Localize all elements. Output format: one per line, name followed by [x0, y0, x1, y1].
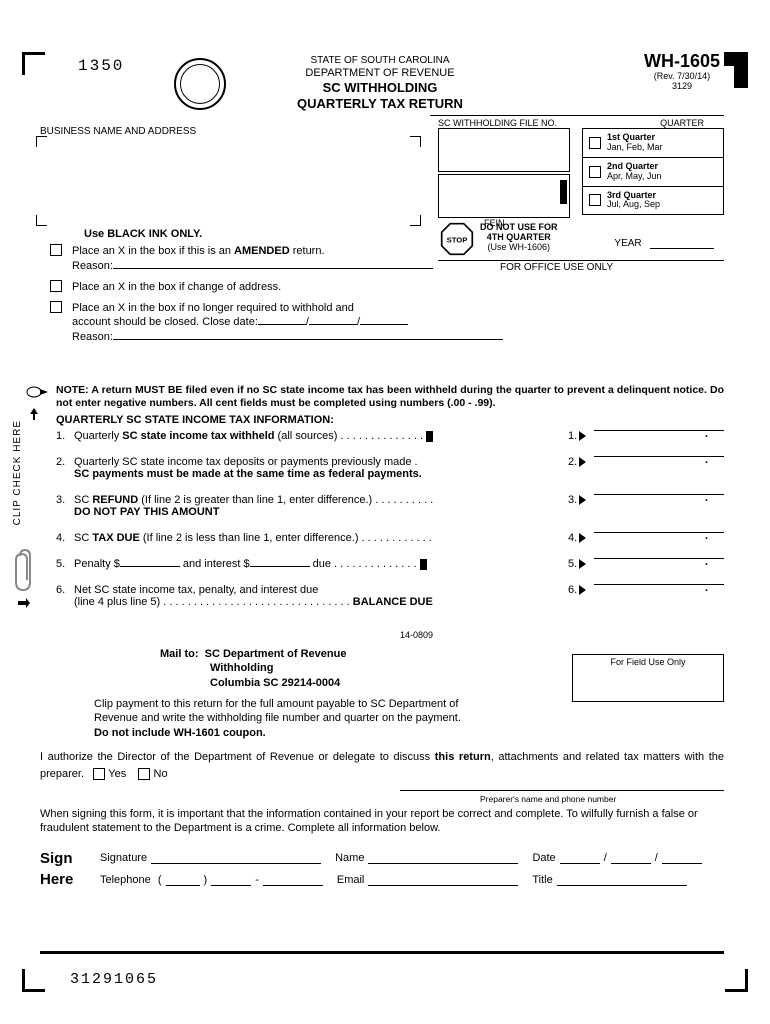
- business-name-label: BUSINESS NAME AND ADDRESS: [40, 126, 196, 137]
- fileno-field[interactable]: [438, 128, 570, 172]
- line-4: 4. SC TAX DUE (If line 2 is less than li…: [56, 532, 724, 544]
- form-title-2: QUARTERLY TAX RETURN: [220, 96, 540, 112]
- mark: [560, 180, 567, 204]
- mail-to-block: Mail to: SC Department of Revenue Withho…: [160, 647, 346, 690]
- title-input[interactable]: [557, 885, 687, 886]
- bottom-divider: [40, 951, 724, 954]
- line-1-amount[interactable]: .: [594, 430, 724, 431]
- line-6: 6. Net SC state income tax, penalty, and…: [56, 584, 724, 608]
- crop-mark: [22, 52, 45, 75]
- section-title: QUARTERLY SC STATE INCOME TAX INFORMATIO…: [56, 414, 334, 426]
- form-header: STATE OF SOUTH CAROLINA DEPARTMENT OF RE…: [220, 55, 540, 111]
- fein-field[interactable]: [438, 174, 570, 218]
- form-page: 1350 STATE OF SOUTH CAROLINA DEPARTMENT …: [0, 0, 770, 1024]
- checkbox[interactable]: [589, 166, 601, 178]
- address-corner: [36, 215, 47, 226]
- black-ink-note: Use BLACK INK ONLY.: [84, 228, 724, 240]
- line-5-amount[interactable]: .: [594, 558, 724, 559]
- clip-check-label: CLIP CHECK HERE: [12, 420, 23, 525]
- address-corner: [410, 215, 421, 226]
- reason-input[interactable]: [113, 268, 433, 269]
- arrow-icon: [30, 408, 38, 423]
- yes-checkbox[interactable]: [93, 768, 105, 780]
- line-1: 1. Quarterly SC state income tax withhel…: [56, 430, 724, 442]
- form-title-1: SC WITHHOLDING: [220, 80, 540, 96]
- address-change-checkbox[interactable]: [50, 280, 62, 292]
- line-4-amount[interactable]: .: [594, 532, 724, 533]
- divider: [430, 115, 724, 116]
- signature-grid: Signature Name Date// Telephone ()- Emai…: [100, 852, 724, 896]
- form-small-code: 14-0809: [400, 630, 433, 640]
- instructions-block: Use BLACK INK ONLY. Place an X in the bo…: [50, 228, 724, 351]
- checkbox[interactable]: [589, 194, 601, 206]
- authorization-text: I authorize the Director of the Departme…: [40, 749, 724, 782]
- quarter-option-2[interactable]: 2nd QuarterApr, May, Jun: [583, 158, 723, 187]
- form-code: 3129: [644, 82, 720, 92]
- address-change-text: Place an X in the box if change of addre…: [72, 280, 281, 295]
- form-number: WH-1605: [644, 52, 720, 72]
- address-corner: [410, 136, 421, 147]
- crop-mark: [22, 969, 45, 992]
- field-use-box: For Field Use Only: [572, 654, 724, 702]
- amended-text: Place an X in the box if this is an AMEN…: [72, 244, 433, 274]
- clip-payment-text: Clip payment to this return for the full…: [94, 697, 560, 740]
- crop-mark: [725, 969, 748, 992]
- no-checkbox[interactable]: [138, 768, 150, 780]
- fileno-label: SC WITHHOLDING FILE NO.: [438, 118, 557, 128]
- checkbox[interactable]: [589, 137, 601, 149]
- arrow-icon: [18, 598, 30, 611]
- email-input[interactable]: [368, 885, 518, 886]
- line-2: 2. Quarterly SC state income tax deposit…: [56, 456, 724, 480]
- certification-text: When signing this form, it is important …: [40, 807, 724, 836]
- state-seal-icon: [174, 58, 226, 110]
- close-account-text: Place an X in the box if no longer requi…: [72, 301, 503, 346]
- form-number-block: WH-1605 (Rev. 7/30/14) 3129: [644, 52, 720, 92]
- line-2-amount[interactable]: .: [594, 456, 724, 457]
- barcode-number: 31291065: [70, 971, 158, 988]
- form-code-top: 1350: [78, 57, 124, 75]
- line-3: 3. SC REFUND (If line 2 is greater than …: [56, 494, 724, 518]
- filing-note: NOTE: A return MUST BE filed even if no …: [56, 384, 724, 410]
- amended-checkbox[interactable]: [50, 244, 62, 256]
- name-input[interactable]: [368, 863, 518, 864]
- close-account-checkbox[interactable]: [50, 301, 62, 313]
- quarter-option-1[interactable]: 1st QuarterJan, Feb, Mar: [583, 129, 723, 158]
- reason-input[interactable]: [113, 339, 503, 340]
- divider: [400, 790, 724, 791]
- line-6-amount[interactable]: .: [594, 584, 724, 585]
- signature-input[interactable]: [151, 863, 321, 864]
- tax-lines: 1. Quarterly SC state income tax withhel…: [56, 430, 724, 622]
- address-corner: [36, 136, 47, 147]
- department-name: DEPARTMENT OF REVENUE: [220, 67, 540, 80]
- quarter-selection: 1st QuarterJan, Feb, Mar 2nd QuarterApr,…: [582, 128, 724, 215]
- state-name: STATE OF SOUTH CAROLINA: [220, 55, 540, 67]
- line-5: 5. Penalty $ and interest $ due . . . . …: [56, 558, 724, 570]
- pointer-icon: [26, 384, 50, 403]
- crop-mark: [724, 52, 748, 88]
- quarter-option-3[interactable]: 3rd QuarterJul, Aug, Sep: [583, 187, 723, 215]
- quarter-label: QUARTER: [660, 118, 704, 128]
- paperclip-icon: [14, 548, 34, 595]
- sign-here-label: SignHere: [40, 848, 73, 890]
- preparer-label: Preparer's name and phone number: [480, 794, 616, 804]
- line-3-amount[interactable]: .: [594, 494, 724, 495]
